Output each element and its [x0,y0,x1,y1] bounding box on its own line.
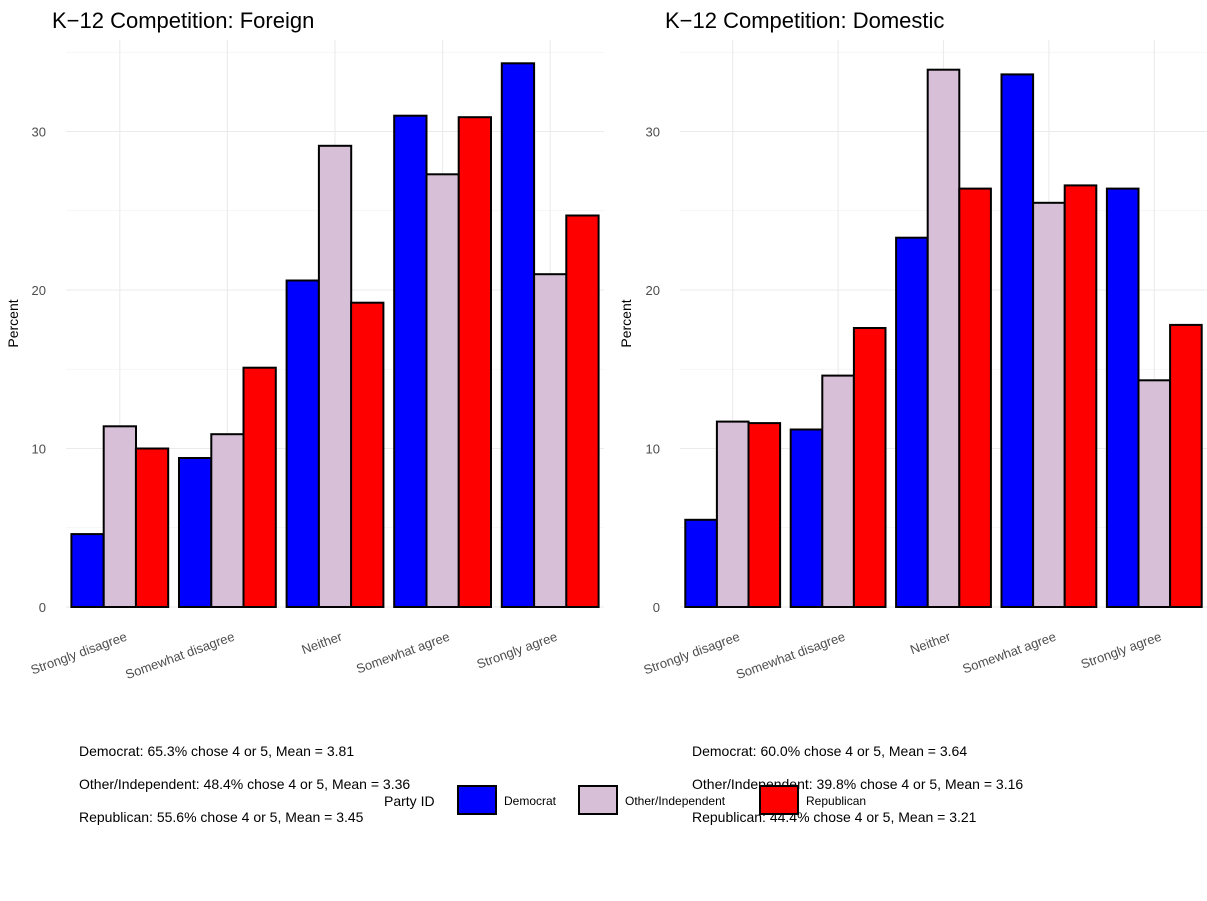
x-tick-label: Somewhat agree [354,629,451,677]
bar-other-independent-1 [102,425,137,608]
legend-key-republican [759,785,799,815]
y-tick-label: 30 [32,125,46,140]
legend-title: Party ID [384,793,435,809]
legend-key-other-independent [578,785,618,815]
y-tick-label: 20 [646,283,660,298]
summary-annotation: Democrat: 65.3% chose 4 or 5, Mean = 3.8… [79,743,354,759]
x-tick-label: Strongly agree [1079,629,1164,672]
summary-annotation: Other/Independent: 39.8% chose 4 or 5, M… [692,776,1023,792]
legend-key-democrat [457,785,497,815]
bar-democrat-1 [70,533,105,608]
chart-panel-1: K−12 Competition: Foreign 0 10 20 30 Percent S… [5,8,604,825]
bar-republican-2 [852,327,887,608]
legend-label: Republican [806,794,866,808]
x-tick-label: Neither [908,628,953,657]
bar-other-independent-2 [210,433,245,609]
summary-annotation: Republican: 55.6% chose 4 or 5, Mean = 3… [79,809,364,825]
y-tick-label: 0 [39,600,46,615]
bar-other-independent-3 [317,144,353,609]
x-tick-label: Somewhat disagree [734,629,847,682]
bar-republican-1 [747,422,782,608]
bar-republican-5 [565,214,600,608]
bar-other-independent-2 [821,374,855,608]
bar-other-independent-1 [715,420,750,608]
x-tick-label: Strongly agree [475,629,560,672]
chart-title: K−12 Competition: Foreign [52,8,314,33]
legend-label: Democrat [504,794,557,808]
bar-republican-1 [134,447,170,608]
bar-democrat-2 [789,428,824,608]
bar-republican-2 [242,366,277,609]
summary-annotation: Republican: 44.4% chose 4 or 5, Mean = 3… [692,809,977,825]
chart-panel-2: K−12 Competition: Domestic 0 10 20 30 Percent… [618,8,1207,825]
y-tick-label: 30 [646,125,660,140]
summary-annotation: Democrat: 60.0% chose 4 or 5, Mean = 3.6… [692,743,967,759]
bar-other-independent-4 [425,173,460,609]
bar-other-independent-3 [926,68,961,608]
y-tick-label: 10 [32,442,46,457]
bar-other-independent-4 [1032,201,1066,609]
bar-republican-4 [1063,184,1098,608]
bar-democrat-4 [393,114,428,608]
bar-republican-3 [958,187,992,608]
y-tick-label: 0 [653,600,660,615]
bar-other-independent-5 [1137,379,1172,608]
bar-democrat-3 [895,236,929,608]
legend-label: Other/Independent [625,794,726,808]
y-axis-label: Percent [618,299,634,347]
bar-other-independent-5 [533,273,568,608]
bar-republican-3 [350,301,385,608]
bar-republican-5 [1169,323,1203,608]
bar-democrat-3 [285,279,320,608]
bar-republican-4 [457,116,493,608]
x-tick-label: Strongly disagree [642,629,742,678]
y-tick-label: 10 [646,442,660,457]
y-tick-label: 20 [32,283,46,298]
x-tick-label: Somewhat disagree [123,629,236,682]
bar-democrat-1 [684,518,718,608]
bar-democrat-2 [178,457,213,608]
legend: Party ID Democrat Other/Independent Republi… [384,785,866,815]
bar-democrat-4 [1000,73,1035,608]
x-tick-label: Strongly disagree [29,629,129,678]
bar-democrat-5 [1105,187,1140,608]
summary-annotation: Other/Independent: 48.4% chose 4 or 5, M… [79,776,410,792]
chart-title: K−12 Competition: Domestic [665,8,944,33]
x-tick-label: Somewhat agree [960,629,1057,677]
x-tick-label: Neither [300,628,345,657]
bar-democrat-5 [500,62,536,609]
y-axis-label: Percent [5,299,21,347]
